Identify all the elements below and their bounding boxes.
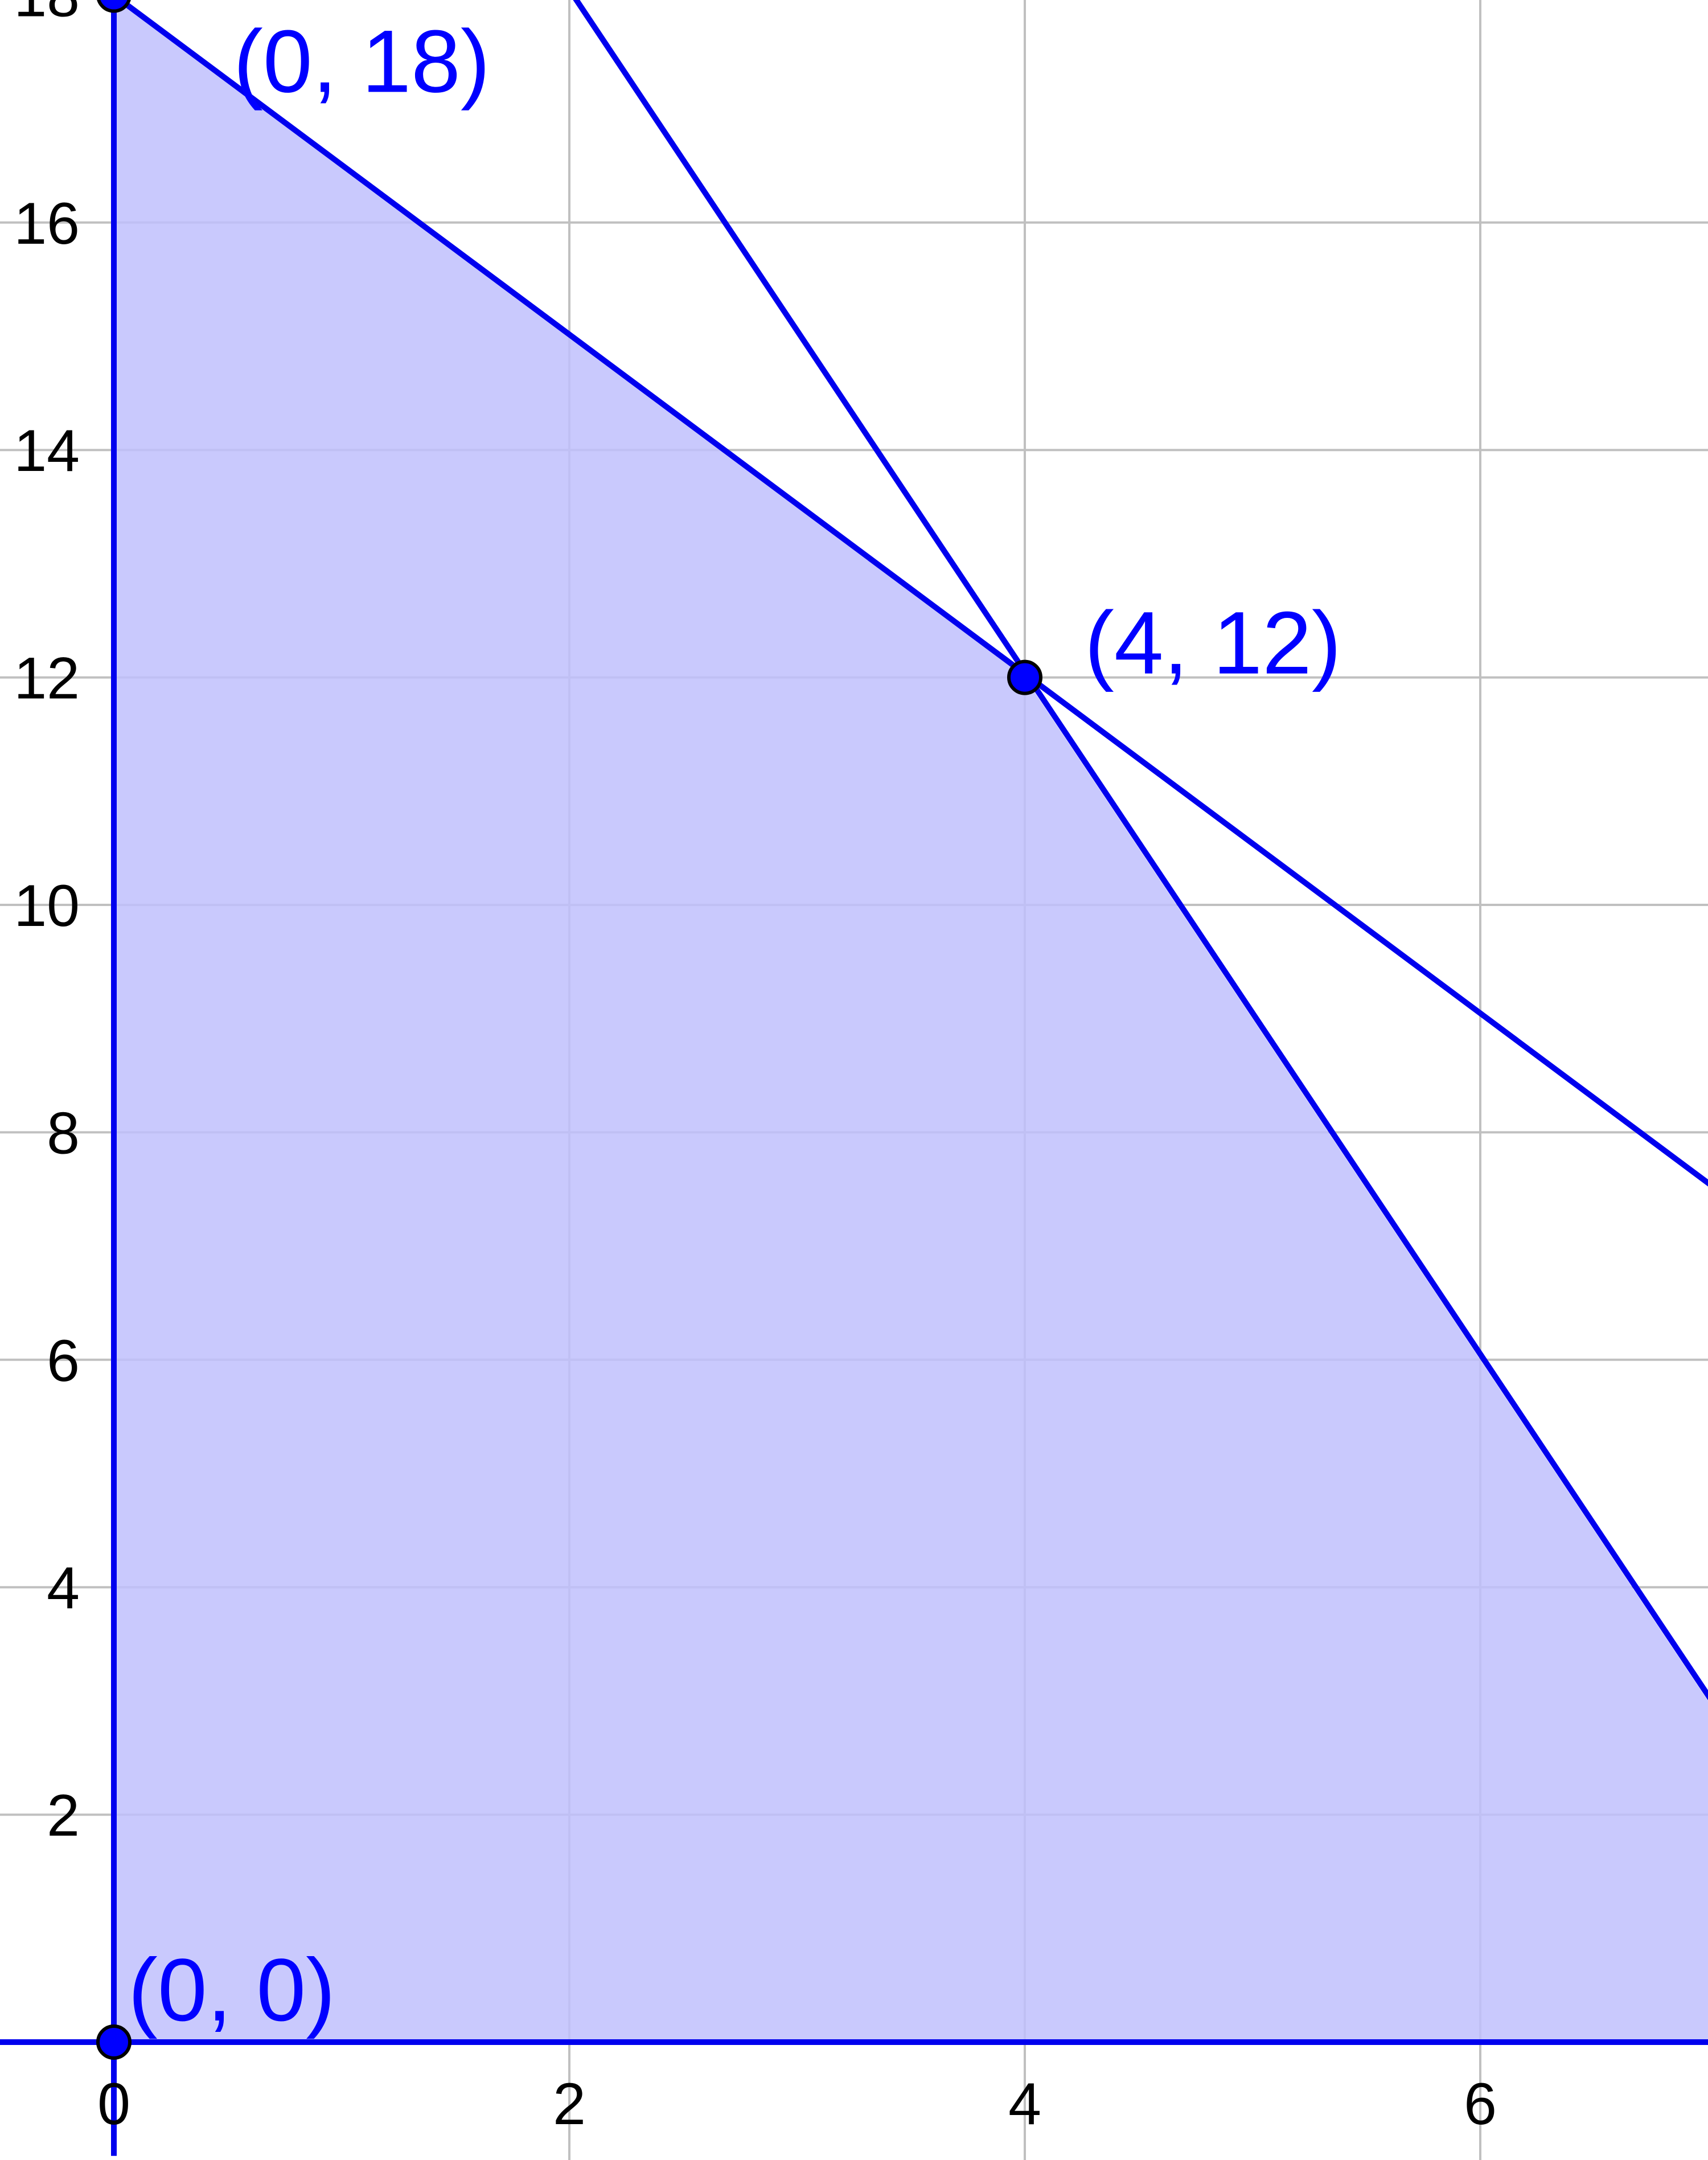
y-tick-label: 8 (47, 1100, 80, 1166)
y-tick-label: 6 (47, 1328, 80, 1394)
y-tick-label: 12 (14, 646, 80, 712)
vertex-point (97, 0, 131, 13)
feasible-region (114, 0, 1708, 2042)
tick-labels: 024681012124681012141618 (14, 0, 1497, 2137)
x-tick-label: 4 (1008, 2071, 1041, 2137)
x-tick-label: 0 (97, 2071, 130, 2137)
point-label: (0, 18) (233, 12, 490, 111)
y-tick-label: 4 (47, 1555, 80, 1621)
y-tick-label: 18 (14, 0, 80, 29)
point-label: (4, 12) (1085, 594, 1341, 693)
feasible-region-layer (114, 0, 1708, 2042)
point-label: (0, 0) (128, 1941, 335, 2040)
y-tick-label: 2 (47, 1783, 80, 1849)
y-tick-label: 14 (14, 418, 80, 484)
y-tick-label: 16 (14, 191, 80, 257)
points-layer (96, 0, 1042, 2060)
constraint-line-b (573, 0, 1708, 1700)
vertex-point (96, 2024, 132, 2060)
y-tick-label: 10 (14, 873, 80, 939)
vertex-point (1007, 659, 1042, 695)
x-tick-label: 6 (1464, 2071, 1497, 2137)
point-labels: (0, 18)(4, 12)(0, 0)(8, 0) (128, 12, 1341, 2040)
constraint-line-a (116, 0, 1708, 1187)
x-tick-label: 2 (553, 2071, 586, 2137)
